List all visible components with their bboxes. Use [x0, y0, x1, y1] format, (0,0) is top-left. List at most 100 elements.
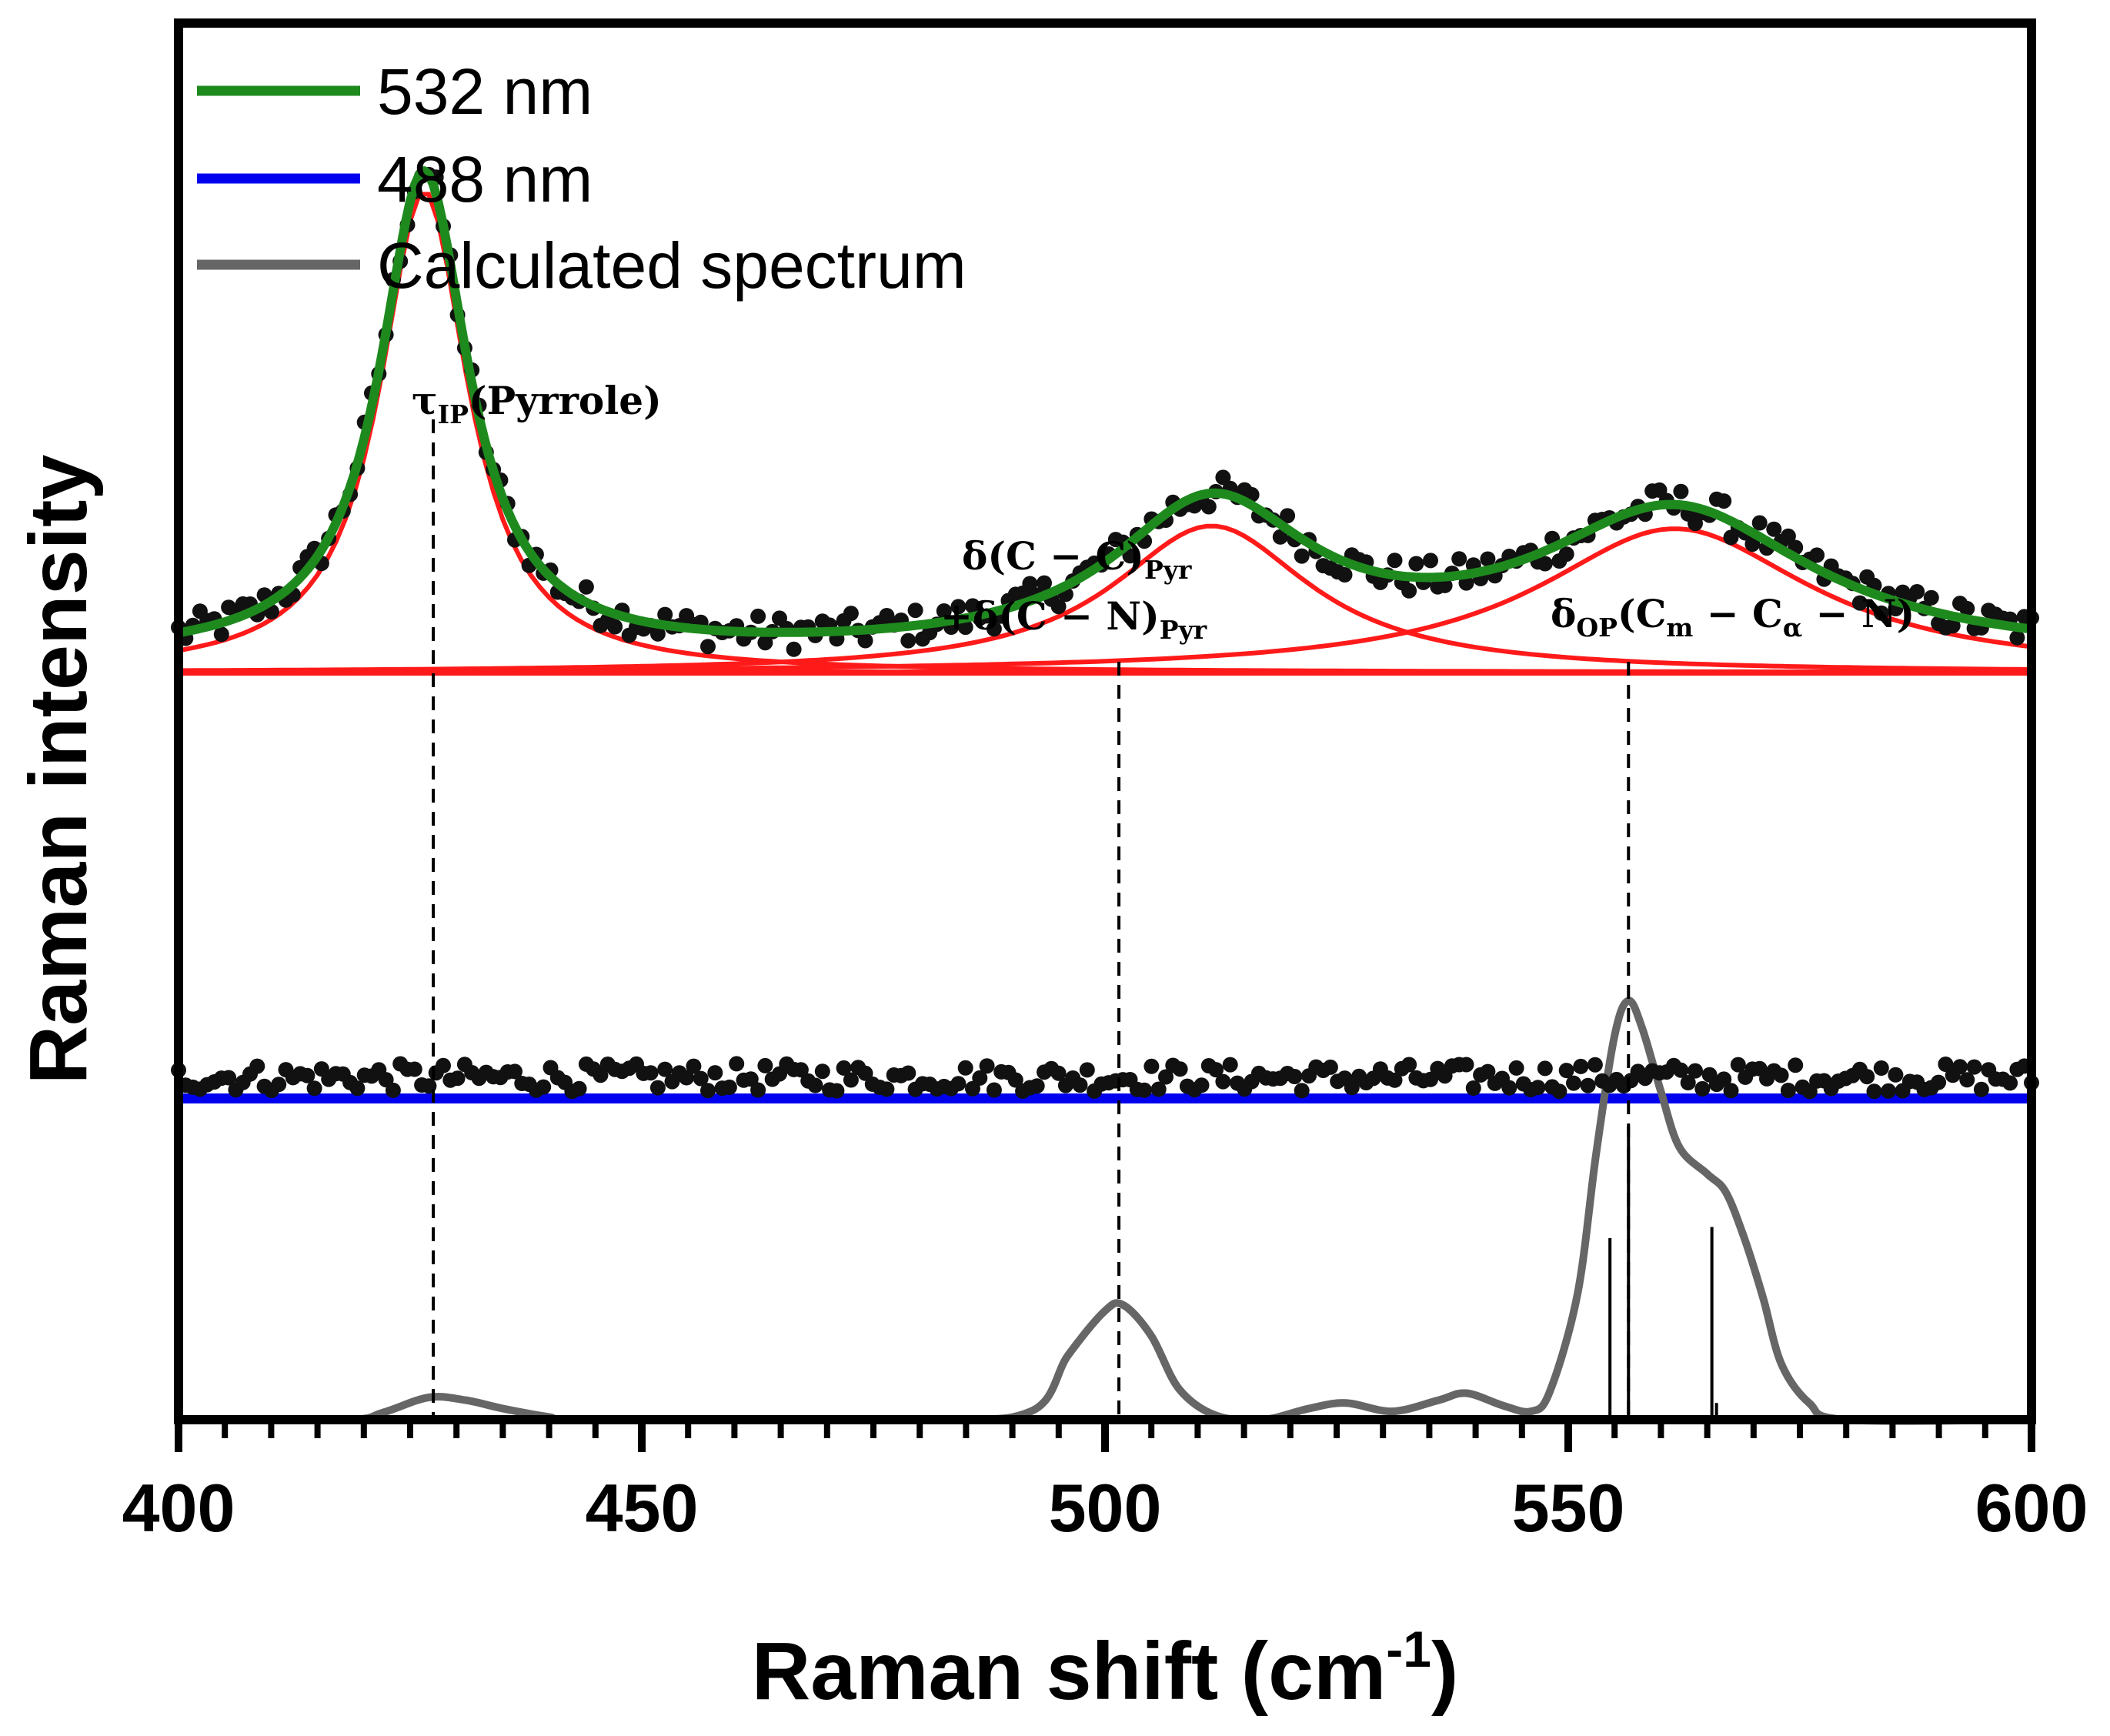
data-point-532 [1744, 536, 1761, 553]
x-tick-label: 450 [586, 1470, 699, 1546]
data-point-532 [657, 606, 673, 623]
data-point-488 [900, 1065, 916, 1081]
x-tick-label: 500 [1049, 1470, 1162, 1546]
data-point-532 [607, 619, 623, 635]
annotation-pyrrole: τIP(Pyrrole) [412, 378, 662, 429]
data-point-488 [1580, 1077, 1596, 1093]
data-point-532 [1766, 521, 1782, 537]
data-point-488 [507, 1063, 522, 1080]
data-point-488 [1137, 1082, 1153, 1098]
data-point-532 [936, 603, 952, 619]
data-point-488 [1973, 1081, 1989, 1097]
data-point-488 [957, 1060, 973, 1076]
data-point-488 [979, 1058, 995, 1074]
data-point-488 [1007, 1072, 1023, 1088]
data-point-488 [1966, 1059, 1982, 1075]
legend-label-calculated: Calculated spectrum [377, 229, 967, 302]
legend-label-488: 488 nm [377, 143, 593, 215]
data-point-488 [1072, 1077, 1088, 1093]
data-point-532 [1280, 508, 1296, 524]
data-point-532 [1215, 469, 1231, 486]
data-point-532 [649, 626, 666, 642]
data-point-532 [1923, 589, 1939, 606]
data-point-532 [1437, 577, 1453, 593]
data-point-532 [1673, 483, 1689, 499]
data-point-488 [843, 1072, 859, 1088]
x-tick-label: 400 [122, 1470, 235, 1546]
data-point-488 [1150, 1081, 1167, 1097]
data-point-488 [679, 1070, 695, 1086]
data-point-488 [385, 1082, 401, 1098]
data-point-532 [1423, 553, 1438, 569]
data-point-532 [1780, 528, 1796, 544]
data-point-488 [1344, 1080, 1360, 1096]
data-point-488 [649, 1080, 666, 1096]
data-point-488 [986, 1082, 1002, 1098]
data-point-488 [879, 1081, 895, 1097]
data-point-532 [1122, 548, 1138, 564]
legend-label-532: 532 nm [377, 55, 593, 128]
data-point-488 [1730, 1057, 1746, 1073]
data-point-488 [1881, 1083, 1897, 1099]
data-point-532 [2009, 629, 2025, 646]
data-point-488 [1029, 1078, 1045, 1094]
legend: 532 nm 488 nm Calculated spectrum [197, 55, 967, 302]
data-point-532 [750, 608, 766, 624]
data-point-532 [1809, 547, 1825, 563]
data-point-488 [1143, 1058, 1160, 1074]
data-point-532 [900, 633, 916, 649]
series-532-fit-line [177, 166, 2032, 638]
data-point-488 [1566, 1075, 1581, 1091]
data-point-488 [221, 1070, 237, 1086]
data-point-532 [1716, 493, 1732, 509]
data-point-532 [213, 626, 229, 643]
data-point-488 [700, 1083, 716, 1099]
data-point-488 [306, 1080, 322, 1097]
assignment-lines-layer [432, 419, 1631, 1420]
fit-component-3 [179, 526, 2032, 673]
data-point-488 [1959, 1072, 1975, 1088]
data-point-488 [1458, 1057, 1474, 1073]
data-point-532 [857, 633, 873, 649]
data-point-488 [1208, 1062, 1224, 1078]
data-point-488 [1694, 1080, 1711, 1097]
data-point-488 [1465, 1080, 1481, 1096]
data-point-488 [857, 1065, 873, 1081]
data-point-488 [1938, 1057, 1954, 1072]
data-point-488 [1215, 1073, 1231, 1090]
data-point-532 [1558, 546, 1574, 563]
data-point-488 [593, 1067, 609, 1083]
data-point-488 [249, 1058, 265, 1074]
data-point-488 [743, 1071, 759, 1087]
x-tick-label: 600 [1975, 1470, 2088, 1546]
data-point-532 [907, 603, 923, 619]
data-point-488 [1423, 1071, 1438, 1087]
data-point-488 [1952, 1059, 1968, 1075]
data-point-488 [657, 1061, 673, 1077]
annotation-op: δOP(Cm − Cα − N) [1551, 591, 1915, 643]
data-point-488 [1294, 1083, 1310, 1099]
x-axis-title: Raman shift (cm-1) [752, 1621, 1459, 1717]
data-point-532 [1909, 584, 1925, 599]
data-point-488 [406, 1061, 422, 1077]
annotation-cn-line2: +δ(C − N)Pyr [940, 593, 1207, 645]
data-point-532 [1480, 551, 1496, 567]
data-point-488 [1551, 1083, 1567, 1100]
data-point-488 [449, 1070, 466, 1087]
data-point-488 [1537, 1060, 1553, 1077]
x-ticks: 400 450 500 550 600 [122, 1420, 2088, 1546]
data-point-488 [972, 1070, 988, 1086]
data-point-488 [729, 1056, 745, 1072]
data-point-488 [1716, 1071, 1732, 1087]
data-point-488 [1587, 1057, 1603, 1073]
data-point-488 [814, 1063, 830, 1080]
data-point-488 [1401, 1057, 1417, 1073]
data-point-488 [1788, 1057, 1804, 1073]
data-point-532 [786, 641, 802, 657]
data-point-488 [1530, 1080, 1546, 1096]
data-point-488 [1723, 1083, 1739, 1099]
data-point-532 [1387, 553, 1403, 569]
data-point-488 [2002, 1075, 2018, 1091]
data-point-488 [536, 1079, 552, 1095]
